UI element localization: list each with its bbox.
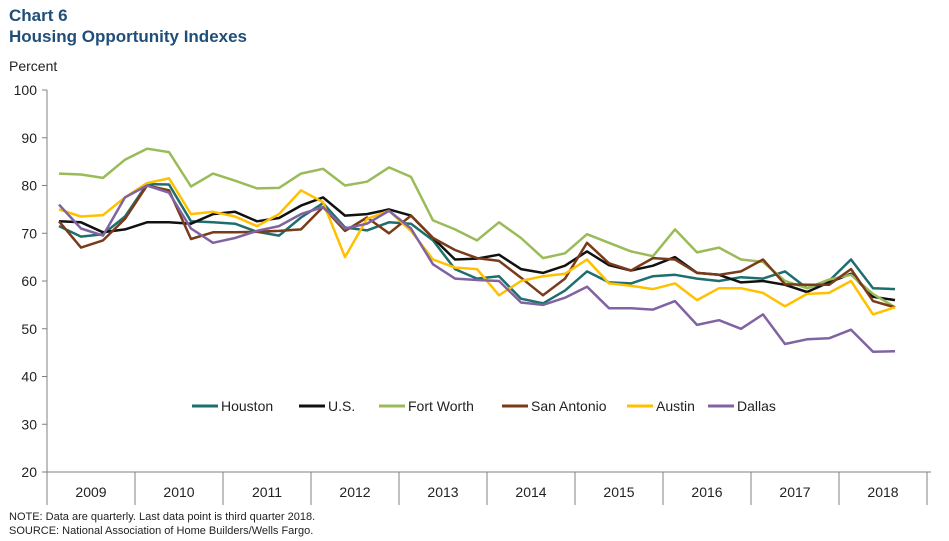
source-note: SOURCE: National Association of Home Bui… — [9, 525, 314, 537]
y-tick-label: 80 — [21, 178, 37, 194]
y-tick-label: 50 — [21, 321, 37, 337]
series-line-dallas — [58, 184, 896, 353]
x-tick-label: 2013 — [427, 484, 458, 500]
x-tick-label: 2018 — [867, 484, 898, 500]
y-tick-label: 100 — [14, 82, 38, 98]
legend-label: Houston — [221, 398, 273, 414]
legend-label: Austin — [656, 398, 695, 414]
line-chart: 20 30 40 50 60 70 80 90 100 2009 2010 2011 2012 2013… — [14, 82, 931, 505]
x-tick-label: 2016 — [691, 484, 722, 500]
series-line-fort-worth — [58, 147, 896, 309]
legend: Houston U.S. Fort Worth San Antonio Austin Da… — [192, 398, 776, 414]
y-tick-label: 90 — [21, 130, 37, 146]
y-tick-label: 20 — [21, 464, 37, 480]
series-line-u-s- — [58, 196, 896, 302]
y-tick-label: 40 — [21, 369, 37, 385]
x-tick-label: 2011 — [252, 484, 282, 500]
legend-label: Dallas — [737, 398, 776, 414]
y-axis-unit-label: Percent — [9, 58, 58, 74]
x-tick-label: 2009 — [75, 484, 106, 500]
chart-title: Housing Opportunity Indexes — [9, 27, 248, 46]
x-tick-label: 2014 — [515, 484, 546, 500]
legend-label: Fort Worth — [408, 398, 474, 414]
x-tick-label: 2015 — [603, 484, 634, 500]
series-lines — [58, 147, 896, 353]
chart-axes — [42, 89, 931, 505]
x-tick-label: 2010 — [163, 484, 194, 500]
y-tick-label: 60 — [21, 273, 37, 289]
x-tick-label: 2017 — [779, 484, 810, 500]
x-tick-label: 2012 — [339, 484, 370, 500]
y-tick-labels: 20 30 40 50 60 70 80 90 100 — [14, 82, 38, 480]
y-tick-label: 30 — [21, 416, 37, 432]
x-tick-labels: 2009 2010 2011 2012 2013 2014 2015 2016 2017 2018 — [75, 484, 898, 500]
series-line-san-antonio — [58, 184, 896, 309]
chart-number: Chart 6 — [9, 6, 68, 25]
legend-label: U.S. — [328, 398, 355, 414]
y-tick-label: 70 — [21, 225, 37, 241]
series-line-austin — [58, 177, 896, 316]
legend-label: San Antonio — [531, 398, 607, 414]
footnote: NOTE: Data are quarterly. Last data poin… — [9, 511, 316, 523]
